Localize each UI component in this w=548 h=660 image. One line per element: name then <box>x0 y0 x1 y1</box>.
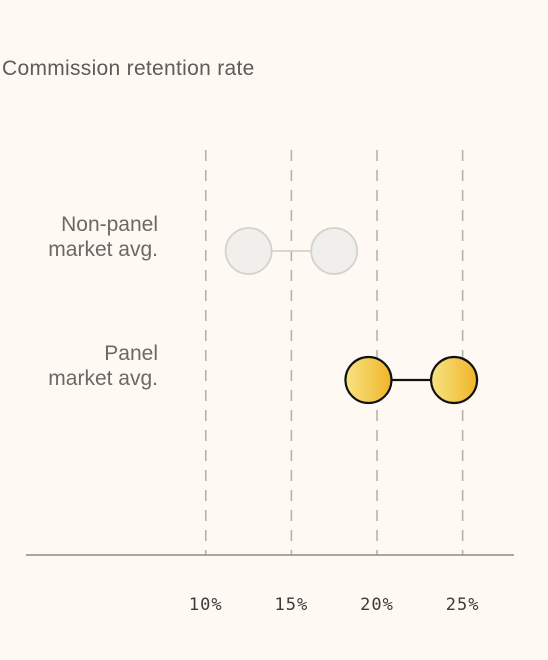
x-tick-label-10: 10% <box>189 595 223 615</box>
category-label-non-panel: Non-panel market avg. <box>48 213 158 261</box>
gridlines <box>204 150 464 555</box>
category-labels: Non-panel market avg.Panel market avg. <box>48 213 158 390</box>
category-label-line: Panel <box>104 342 158 365</box>
x-tick-label-25: 25% <box>446 595 480 615</box>
chart-title: Commission retention rate <box>2 57 255 80</box>
category-label-line: market avg. <box>48 238 158 261</box>
point-high-non-panel <box>310 227 359 275</box>
x-tick-label-15: 15% <box>275 595 309 615</box>
point-low-non-panel <box>224 227 273 275</box>
x-tick-label-20: 20% <box>360 595 394 615</box>
x-tick-labels: 10% 15% 20% 25% <box>189 595 480 615</box>
category-label-line: market avg. <box>48 367 158 390</box>
category-label-line: Non-panel <box>61 213 158 236</box>
point-high-panel <box>429 355 479 405</box>
point-low-panel <box>344 355 393 405</box>
dumbbell-marks <box>224 227 479 405</box>
category-label-panel: Panel market avg. <box>48 342 158 390</box>
